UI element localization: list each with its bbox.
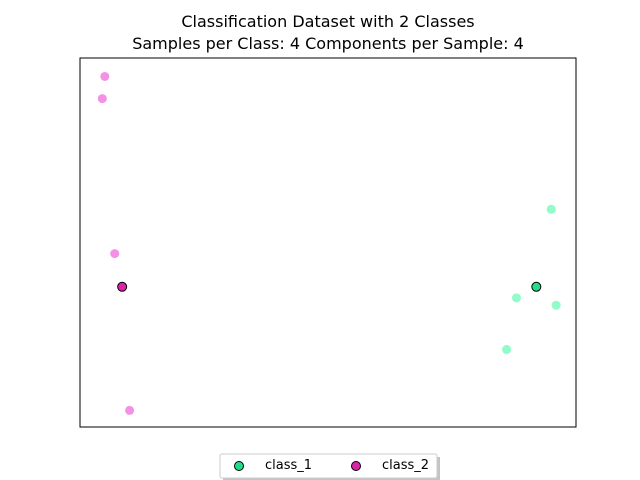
legend-label-class-2: class_2 [382, 458, 429, 473]
class-2-centroid-point [117, 281, 128, 292]
class-1-point-2 [551, 300, 561, 310]
class-2-point-2 [97, 94, 107, 104]
chart-title-line-2: Samples per Class: 4 Components per Samp… [132, 34, 524, 53]
legend-marker-class-2 [351, 461, 361, 471]
class-2-point-1 [100, 71, 110, 81]
chart-title-line-1: Classification Dataset with 2 Classes [181, 12, 474, 31]
class-1-point-1 [546, 204, 556, 214]
class-1-point-4 [502, 345, 512, 355]
class-1-point-3 [511, 293, 521, 303]
class-2-point-4 [125, 405, 135, 415]
points-layer [97, 71, 561, 415]
legend: class_1 class_2 [219, 453, 440, 480]
plot-area [79, 57, 577, 428]
class-1-centroid-point [531, 281, 542, 292]
legend-box [219, 453, 438, 479]
legend-label-class-1: class_1 [265, 458, 312, 473]
legend-marker-class-1 [234, 461, 244, 471]
class-2-point-3 [110, 249, 120, 259]
plot-frame [79, 57, 577, 428]
